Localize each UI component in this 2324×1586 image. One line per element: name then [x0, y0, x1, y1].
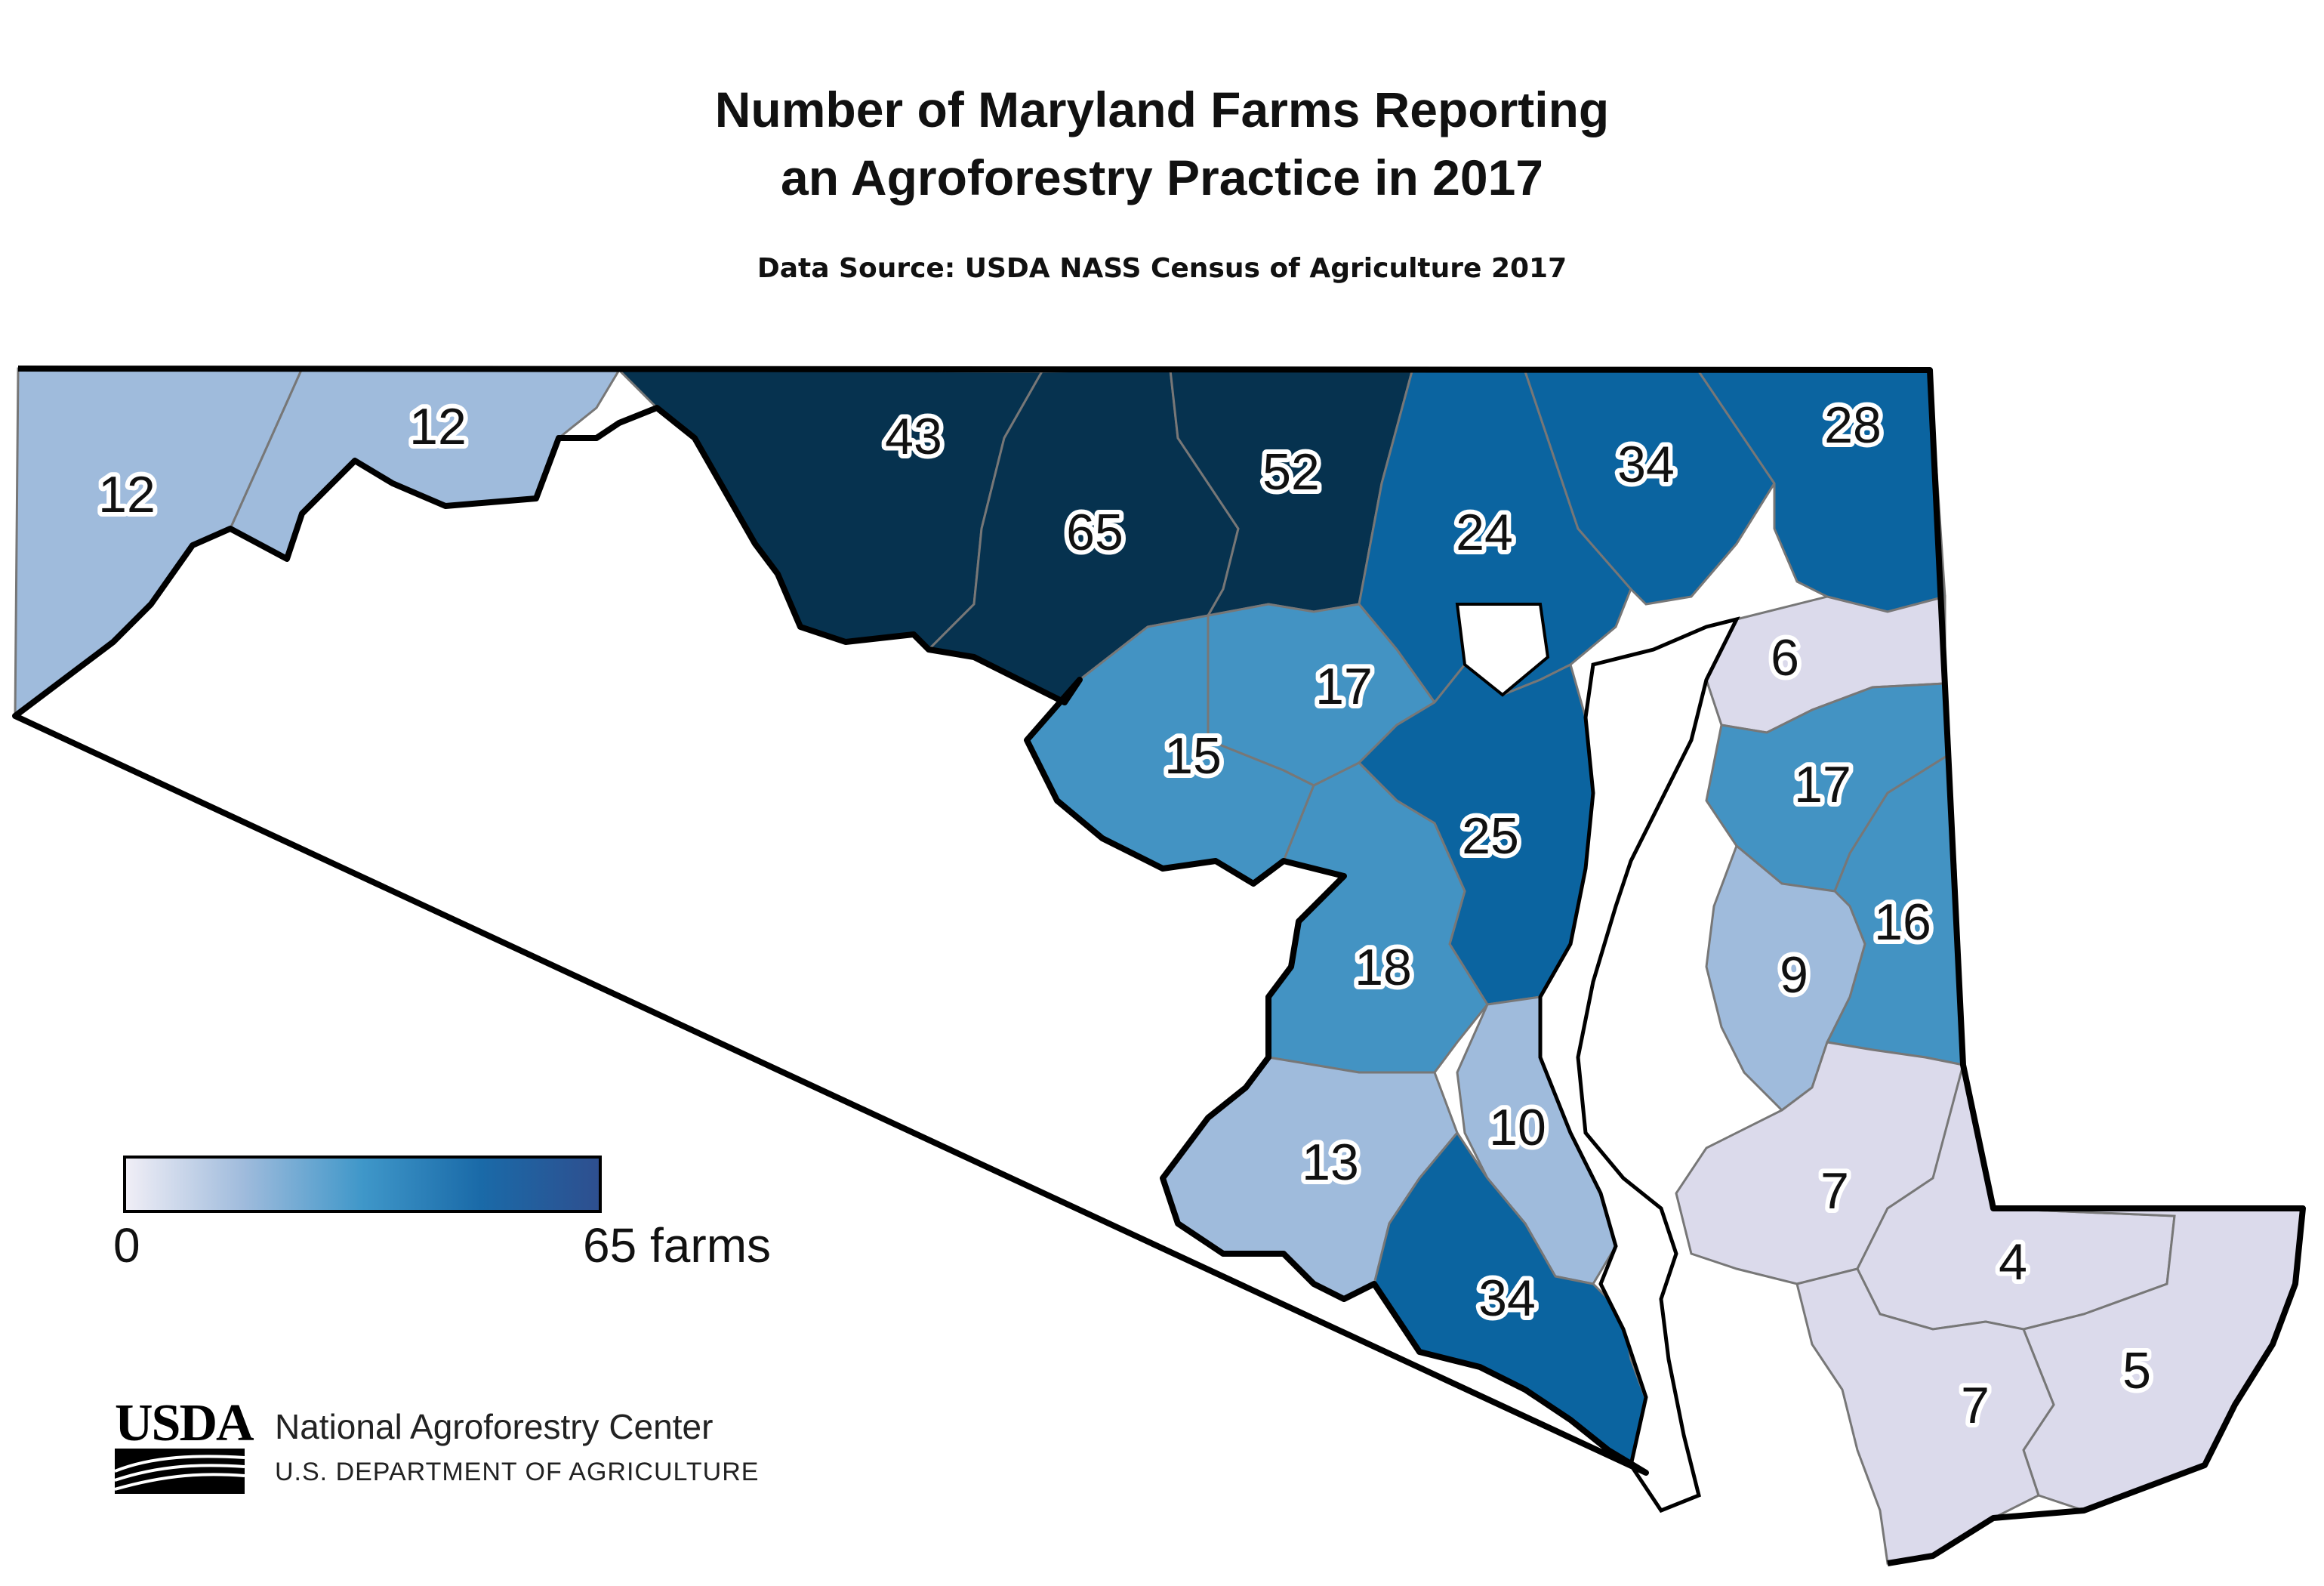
county-layer [14, 367, 2304, 1565]
label-allegany: 12 [409, 398, 467, 455]
label-harford: 34 [1617, 436, 1675, 493]
chesapeake-bay [1538, 616, 1740, 1513]
label-washington: 43 [885, 408, 942, 465]
label-st-marys: 34 [1478, 1270, 1536, 1327]
label-kent: 6 [1771, 629, 1799, 687]
usda-logo: USDA [115, 1397, 254, 1494]
label-garrett: 12 [98, 466, 156, 523]
label-prince-georges: 18 [1355, 939, 1412, 996]
map-title: Number of Maryland Farms Reporting an Ag… [0, 76, 2324, 211]
label-caroline: 16 [1874, 893, 1931, 951]
label-dorchester: 7 [1820, 1162, 1849, 1220]
legend-max-label: 65 farms [583, 1218, 771, 1273]
usda-logo-swoosh [115, 1449, 245, 1494]
county-allegany[interactable] [229, 367, 621, 561]
usda-logo-text: USDA [115, 1394, 254, 1452]
label-baltimore: 24 [1456, 504, 1513, 561]
label-queen-annes: 17 [1794, 756, 1851, 813]
department-name: U.S. DEPARTMENT OF AGRICULTURE [275, 1458, 760, 1486]
legend-color-ramp [123, 1156, 602, 1213]
label-howard: 17 [1315, 658, 1373, 715]
organization-name: National Agroforestry Center [275, 1407, 714, 1446]
label-calvert: 10 [1489, 1099, 1546, 1156]
title-line-1: Number of Maryland Farms Reporting [714, 82, 1610, 137]
title-line-2: an Agroforestry Practice in 2017 [781, 150, 1543, 205]
county-labels: 12 12 43 65 52 24 34 28 17 15 25 18 13 1… [94, 392, 2156, 1439]
label-worcester: 5 [2122, 1342, 2151, 1399]
legend-min-label: 0 [113, 1218, 140, 1273]
data-source: Data Source: USDA NASS Census of Agricul… [757, 253, 1567, 284]
label-somerset: 7 [1961, 1377, 1990, 1434]
label-frederick: 65 [1066, 504, 1123, 561]
label-montgomery: 15 [1164, 727, 1222, 785]
label-talbot: 9 [1780, 946, 1808, 1004]
county-baltimore-city[interactable] [1455, 603, 1550, 697]
label-carroll: 52 [1262, 443, 1320, 501]
state-outline [12, 366, 2306, 1566]
label-wicomico: 4 [1999, 1233, 2027, 1291]
label-cecil: 28 [1824, 396, 1882, 454]
label-charles: 13 [1302, 1134, 1359, 1191]
label-anne-arundel: 25 [1462, 807, 1519, 865]
